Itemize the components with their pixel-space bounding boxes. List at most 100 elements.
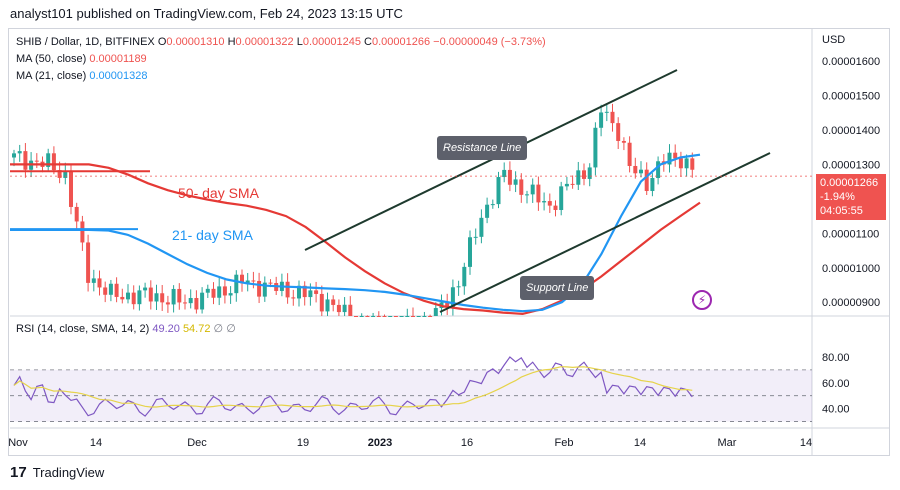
support-line-label: Support Line: [520, 276, 595, 300]
date-tick: 14: [800, 437, 812, 449]
ma21-line: [10, 153, 701, 313]
candle-body: [165, 302, 170, 305]
candle-body: [604, 111, 609, 113]
legend-symbol[interactable]: SHIB / Dollar, 1D, BITFINEX: [16, 36, 155, 48]
rsi-sma-line: [13, 366, 693, 408]
candle-body: [205, 288, 210, 293]
candle-body: [667, 152, 672, 165]
price-tick: 0.00001100: [822, 228, 879, 240]
candle-body: [473, 236, 478, 238]
footer: 17 TradingView: [10, 464, 104, 481]
last-price-tag: 0.00001266 -1.94% 04:05:55: [816, 174, 886, 220]
candle-body: [314, 290, 319, 294]
lightning-icon[interactable]: ⚡: [692, 290, 712, 310]
candle-body: [297, 285, 301, 299]
price-tick: 0.00001600: [822, 56, 880, 68]
candle-body: [519, 179, 524, 195]
candle-body: [388, 316, 393, 317]
candle-body: [576, 170, 581, 185]
candle-body: [143, 287, 148, 291]
rsi-line: [13, 356, 693, 417]
candle-body: [308, 290, 313, 298]
support-trendline[interactable]: [439, 152, 771, 313]
high-value: 0.00001322: [235, 36, 294, 48]
sma50-annotation: 50- day SMA: [178, 185, 259, 201]
candle-body: [336, 304, 341, 313]
candle-body: [108, 283, 113, 295]
rsi-empty-2: ∅: [226, 323, 236, 335]
candle-body: [559, 186, 564, 210]
candle-body: [411, 316, 415, 317]
candle-body: [91, 278, 96, 283]
last-price: 0.00001266: [820, 177, 879, 189]
candle-body: [86, 242, 91, 283]
candle-body: [211, 288, 216, 298]
candle-body: [217, 286, 222, 298]
footer-brand[interactable]: TradingView: [32, 465, 105, 480]
candle-body: [177, 288, 182, 303]
candle-body: [69, 171, 73, 207]
ma21-label: MA (21, close): [16, 70, 87, 82]
candle-body: [678, 158, 683, 169]
candle-body: [103, 287, 108, 295]
candle-body: [644, 169, 649, 191]
publisher-header: analyst101 published on TradingView.com,…: [10, 6, 403, 21]
candle-body: [171, 288, 176, 305]
resistance-trendline[interactable]: [304, 69, 678, 251]
candle-body: [542, 201, 547, 203]
legend-ma21[interactable]: MA (21, close) 0.00001328: [16, 70, 148, 82]
high-label: H: [227, 36, 236, 48]
legend-ma50[interactable]: MA (50, close) 0.00001189: [16, 53, 147, 65]
price-tick: 0.00001300: [822, 159, 880, 171]
candle-body: [382, 316, 387, 317]
ma21-value: 0.00001328: [89, 70, 148, 82]
candle-body: [507, 169, 512, 185]
candle-body: [154, 293, 159, 302]
rsi-tick: 40.00: [822, 404, 850, 416]
resistance-line-label: Resistance Line: [437, 136, 528, 160]
candle-body: [228, 293, 233, 296]
candle-body: [536, 184, 541, 203]
change-value: −0.00000049 (−3.73%): [433, 36, 546, 48]
candle-body: [348, 304, 353, 316]
date-tick: Dec: [187, 437, 207, 449]
candle-body: [12, 153, 16, 158]
candle-body: [593, 127, 598, 168]
open-label: O: [157, 36, 167, 48]
price-tick: 0.00001000: [822, 263, 880, 275]
price-tick: 0.00001400: [822, 125, 880, 137]
candle-body: [399, 316, 404, 317]
candle-body: [148, 287, 153, 302]
candle-body: [450, 287, 455, 308]
date-tick: 19: [297, 437, 309, 449]
candle-body: [428, 316, 433, 317]
candle-body: [23, 151, 28, 170]
candle-body: [319, 293, 324, 312]
candle-body: [325, 299, 330, 312]
candle-body: [126, 292, 130, 300]
sma21-annotation: 21- day SMA: [172, 227, 253, 243]
candle-body: [240, 274, 244, 284]
candle-body: [51, 153, 56, 171]
candle-body: [183, 302, 187, 304]
legend-rsi[interactable]: RSI (14, close, SMA, 14, 2) 49.20 54.72 …: [16, 322, 236, 335]
candle-body: [587, 167, 592, 179]
candle-body: [684, 158, 689, 169]
candle-body: [393, 316, 398, 317]
candle-body: [502, 169, 507, 178]
candle-body: [610, 111, 615, 124]
candle-body: [120, 296, 125, 300]
candle-body: [354, 316, 358, 317]
candle-body: [570, 183, 575, 185]
candle-body: [468, 237, 472, 267]
candle-body: [114, 283, 119, 297]
candle-body: [553, 205, 558, 210]
candle-body: [245, 280, 250, 284]
tradingview-logo-icon[interactable]: 17: [10, 464, 27, 481]
candle-body: [656, 161, 661, 179]
price-tick: 0.00001500: [822, 90, 880, 102]
last-change: -1.94%: [820, 191, 855, 203]
candle-body: [342, 304, 347, 313]
candle-body: [291, 297, 296, 299]
